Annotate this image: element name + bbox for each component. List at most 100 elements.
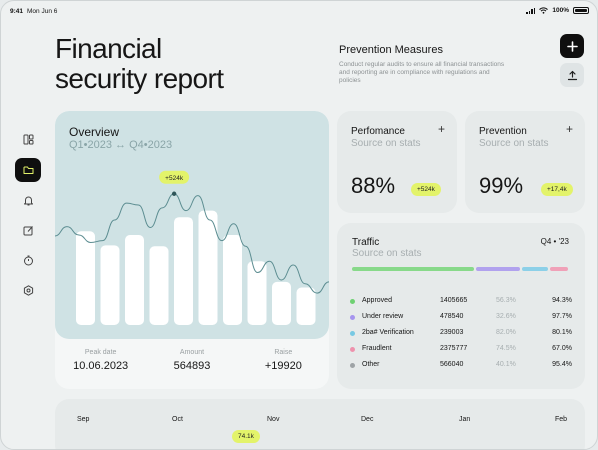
- traffic-row-rate: 97.7%: [552, 313, 572, 320]
- traffic-row-name: Under review: [362, 313, 404, 320]
- prevention-measures-description: Conduct regular audits to ensure all fin…: [339, 61, 505, 84]
- stat-value: 10.06.2023: [73, 360, 129, 372]
- chart-peak-point: [171, 191, 177, 196]
- traffic-row[interactable]: Fraudlent 2375777 74.5% 67.0%: [350, 344, 572, 356]
- traffic-row-share: 32.6%: [496, 313, 516, 320]
- timeline-month[interactable]: Sep: [77, 416, 90, 423]
- sidebar-item-folder[interactable]: [15, 158, 41, 182]
- sidebar-item-timer[interactable]: [15, 248, 41, 272]
- dashboard-icon: [23, 134, 33, 144]
- prevention-add-icon[interactable]: +: [565, 122, 573, 136]
- traffic-title: Traffic: [352, 237, 380, 248]
- traffic-row[interactable]: 2ba# Verification 239003 82.0% 80.1%: [350, 328, 572, 340]
- traffic-row-count: 566040: [440, 361, 464, 368]
- chart-peak-label: +524k: [165, 175, 184, 182]
- timer-icon: [23, 255, 33, 265]
- chart-peak-badge: [159, 170, 190, 184]
- chart-bar: [100, 245, 120, 325]
- performance-card[interactable]: Perfomance Source on stats + 88% +524k: [337, 111, 457, 213]
- cellular-icon: [526, 7, 536, 14]
- status-date: Mon Jun 6: [27, 8, 58, 15]
- chart-bar: [272, 281, 291, 325]
- settings-icon: [23, 284, 33, 296]
- status-time: 9:41: [10, 8, 24, 15]
- traffic-row-rate: 67.0%: [552, 345, 572, 352]
- page-title-line-1: Financial: [55, 33, 162, 64]
- timeline-month[interactable]: Dec: [361, 416, 374, 423]
- sidebar-item-dashboard[interactable]: [15, 127, 41, 151]
- bell-icon: [23, 196, 33, 205]
- traffic-row-name: 2ba# Verification: [362, 329, 414, 336]
- chart-bar: [223, 235, 242, 325]
- traffic-row-rate: 94.3%: [552, 297, 572, 304]
- prevention-subtitle: Source on stats: [479, 138, 549, 149]
- traffic-bar-segment: [522, 267, 548, 271]
- traffic-row-name: Other: [362, 361, 380, 368]
- battery-icon: [573, 7, 589, 14]
- chart-bar: [76, 231, 95, 325]
- traffic-row-rate: 95.4%: [552, 361, 572, 368]
- performance-badge: +524k: [411, 183, 441, 196]
- performance-title: Perfomance: [351, 126, 405, 137]
- battery-percent: 100%: [552, 7, 569, 14]
- traffic-row-count: 2375777: [440, 345, 468, 352]
- traffic-bar-segment: [550, 267, 568, 271]
- status-dot-icon: [350, 315, 355, 320]
- traffic-bar-segment: [476, 267, 520, 271]
- status-dot-icon: [350, 331, 355, 336]
- traffic-row[interactable]: Under review 478540 32.6% 97.7%: [350, 312, 572, 324]
- traffic-row[interactable]: Other 566040 40.1% 95.4%: [350, 360, 572, 372]
- prevention-card[interactable]: Prevention Source on stats + 99% +17,4k: [465, 111, 585, 213]
- overview-card: Overview Q1•2023 ↔ Q4•2023 +524k Peak da…: [55, 111, 329, 389]
- traffic-row-share: 82.0%: [496, 329, 516, 336]
- folder-icon: [23, 166, 33, 174]
- performance-add-icon[interactable]: +: [437, 122, 445, 136]
- status-indicators: 100%: [526, 7, 589, 14]
- traffic-row-count: 1405665: [440, 297, 468, 304]
- sidebar-item-edit[interactable]: [15, 218, 41, 242]
- chart-bar: [296, 287, 316, 325]
- chart-bar: [198, 210, 218, 325]
- timeline-month[interactable]: Nov: [267, 416, 280, 423]
- chart-bar: [149, 246, 169, 325]
- stat-label: Amount: [179, 349, 205, 356]
- timeline-month[interactable]: Oct: [172, 416, 183, 423]
- plus-icon: [566, 40, 578, 52]
- traffic-row-name: Approved: [362, 297, 392, 304]
- traffic-row-share: 74.5%: [496, 345, 516, 352]
- traffic-row[interactable]: Approved 1405665 56.3% 94.3%: [350, 296, 572, 308]
- prevention-value: 99%: [479, 173, 524, 198]
- traffic-row-share: 40.1%: [496, 361, 516, 368]
- stat-label: Raise: [274, 349, 293, 356]
- traffic-bar-segment: [352, 267, 474, 271]
- timeline-month[interactable]: Jan: [459, 416, 471, 423]
- add-button[interactable]: [560, 34, 584, 58]
- status-dot-icon: [350, 347, 355, 352]
- share-button[interactable]: [560, 63, 584, 87]
- upload-icon: [567, 70, 577, 80]
- edit-icon: [23, 225, 33, 235]
- prevention-measures-title: Prevention Measures: [339, 44, 443, 56]
- page-title-line-2: security report: [55, 63, 224, 94]
- page-title: Financial security report: [55, 33, 224, 94]
- traffic-period: Q4 • '23: [540, 237, 569, 246]
- sidebar-item-settings[interactable]: [15, 278, 41, 302]
- sidebar-item-notifications[interactable]: [15, 188, 41, 212]
- stat-value: 564893: [173, 360, 211, 372]
- traffic-row-count: 478540: [440, 313, 464, 320]
- timeline-card: Sep Oct Nov Dec Jan Feb 74.1k: [55, 399, 585, 449]
- overview-title: Overview: [69, 125, 120, 139]
- stat-raise: Raise +19920: [238, 349, 329, 372]
- traffic-card: Traffic Source on stats Q4 • '23 Approve…: [337, 223, 585, 389]
- overview-chart: +524k: [55, 170, 329, 325]
- overview-subtitle: Q1•2023 ↔ Q4•2023: [69, 139, 173, 151]
- performance-subtitle: Source on stats: [351, 138, 421, 149]
- status-bar: 9:41 Mon Jun 6 100%: [1, 1, 597, 21]
- chart-bar: [174, 217, 193, 325]
- timeline-month[interactable]: Feb: [555, 416, 568, 423]
- prevention-title: Prevention: [479, 126, 527, 137]
- stat-amount: Amount 564893: [146, 349, 237, 372]
- stat-label: Peak date: [84, 349, 117, 356]
- wifi-icon: [539, 7, 549, 14]
